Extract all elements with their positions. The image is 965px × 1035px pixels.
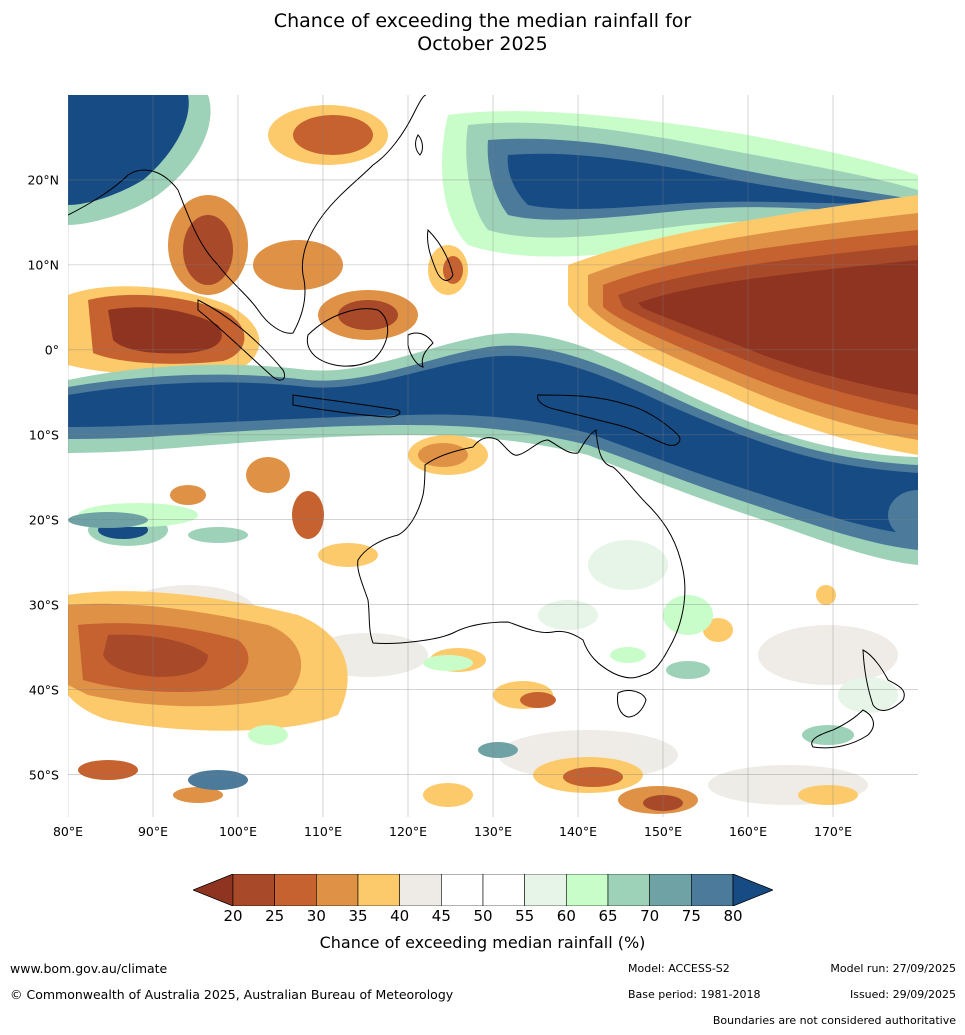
australia-coastline xyxy=(357,429,686,679)
colorbar-bin xyxy=(357,874,400,906)
dry-equatorial-indian xyxy=(68,286,260,376)
longitude-label: 140°E xyxy=(558,824,598,839)
footer-copyright: © Commonwealth of Australia 2025, Austra… xyxy=(10,987,454,1002)
colorbar-bin xyxy=(566,874,609,906)
nz-north-coastline xyxy=(862,649,905,711)
latitude-label: 0° xyxy=(44,342,59,358)
longitude-label: 130°E xyxy=(473,824,513,839)
coastlines xyxy=(68,95,905,749)
colorbar-extend-low xyxy=(193,874,234,906)
philippines-coastline xyxy=(427,228,454,281)
colorbar-extend-high xyxy=(732,874,773,906)
neutral-patch xyxy=(758,625,898,685)
gridlines xyxy=(68,95,918,817)
colorbar-tick-label: 60 xyxy=(556,907,576,925)
longitude-label: 100°E xyxy=(218,824,258,839)
rainfall-map[interactable] xyxy=(68,95,918,817)
longitude-label: 170°E xyxy=(813,824,853,839)
footer-base-period: Base period: 1981-2018 xyxy=(628,988,761,1001)
borneo-coastline xyxy=(306,308,389,367)
asia-coastline xyxy=(68,95,427,334)
dry-speckles xyxy=(78,457,858,814)
colorbar-bin xyxy=(649,874,692,906)
longitude-label: 80°E xyxy=(52,824,84,839)
latitude-label: 30°S xyxy=(28,597,59,613)
colorbar-tick-label: 45 xyxy=(431,907,451,925)
wet-nz-area xyxy=(838,490,918,713)
australia-inland xyxy=(538,540,713,635)
latitude-label: 40°S xyxy=(28,682,59,698)
colorbar-bin xyxy=(441,874,484,906)
taiwan-coastline xyxy=(415,134,423,156)
dry-southeast-asia xyxy=(168,105,468,340)
chart-title-line1: Chance of exceeding the median rainfall … xyxy=(273,10,692,32)
longitude-label: 150°E xyxy=(643,824,683,839)
wet-equatorial-band xyxy=(68,333,918,565)
colorbar-bin xyxy=(274,874,317,906)
colorbar-tick-label: 25 xyxy=(265,907,285,925)
colorbar xyxy=(193,874,773,906)
colorbar-tick-label: 35 xyxy=(348,907,368,925)
dry-nw-australia xyxy=(408,435,488,475)
colorbar-bin xyxy=(316,874,359,906)
colorbar-bin xyxy=(232,874,275,906)
longitude-label: 110°E xyxy=(303,824,343,839)
probability-field xyxy=(68,95,918,814)
latitude-label: 50°S xyxy=(28,767,59,783)
dry-equatorial-pacific xyxy=(568,195,918,455)
latitude-label: 20°S xyxy=(28,512,59,528)
latitude-label: 10°N xyxy=(27,257,59,273)
colorbar-tick-label: 80 xyxy=(723,907,743,925)
colorbar-tick-label: 40 xyxy=(390,907,410,925)
footer-disclaimer: Boundaries are not considered authoritat… xyxy=(712,1014,956,1027)
new-guinea-coastline xyxy=(537,394,681,446)
colorbar-title: Chance of exceeding median rainfall (%) xyxy=(319,933,646,952)
wet-northwest xyxy=(68,95,211,225)
colorbar-tick-label: 20 xyxy=(223,907,243,925)
java-coastline xyxy=(292,394,401,418)
chart-title: Chance of exceeding the median rainfall … xyxy=(0,10,965,56)
colorbar-bin xyxy=(399,874,442,906)
colorbar-tick-label: 75 xyxy=(681,907,701,925)
colorbar-tick-label: 55 xyxy=(515,907,535,925)
map-canvas xyxy=(68,95,918,817)
footer-model: Model: ACCESS-S2 xyxy=(628,962,730,975)
colorbar-tick-label: 65 xyxy=(598,907,618,925)
longitude-label: 120°E xyxy=(388,824,428,839)
colorbar-bin xyxy=(524,874,567,906)
footer-issued: Issued: 29/09/2025 xyxy=(849,988,956,1001)
footer-url[interactable]: www.bom.gov.au/climate xyxy=(10,961,168,976)
tasmania-coastline xyxy=(617,690,647,718)
longitude-label: 160°E xyxy=(728,824,768,839)
colorbar-tick-label: 50 xyxy=(473,907,493,925)
nz-south-coastline xyxy=(811,709,874,749)
colorbar-tick-label: 70 xyxy=(640,907,660,925)
latitude-label: 10°S xyxy=(28,427,59,443)
latitude-label: 20°N xyxy=(27,172,59,188)
footer-model-run: Model run: 27/09/2025 xyxy=(830,962,956,975)
longitude-label: 90°E xyxy=(137,824,169,839)
colorbar-bin xyxy=(607,874,650,906)
colorbar-tick-label: 30 xyxy=(306,907,326,925)
sulawesi-coastline xyxy=(407,332,434,368)
dry-southwest-band xyxy=(68,591,348,731)
colorbar-bin xyxy=(482,874,525,906)
colorbar-bin xyxy=(691,874,734,906)
chart-title-line2: October 2025 xyxy=(417,33,548,55)
sumatra-coastline xyxy=(197,299,286,381)
